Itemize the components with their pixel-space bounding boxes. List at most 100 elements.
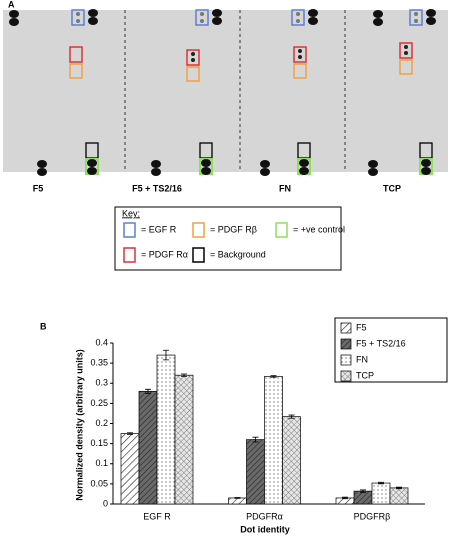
key-label: = EGF R [141, 224, 177, 234]
dot [414, 12, 418, 16]
bar [228, 497, 247, 505]
dot [76, 12, 80, 16]
dot [426, 9, 436, 17]
key-swatch [123, 222, 136, 238]
bar [282, 416, 301, 505]
lane-label: F5 [33, 183, 44, 193]
bar [120, 433, 140, 505]
dot [88, 17, 98, 25]
y-tick-label: 0.05 [90, 478, 108, 488]
y-tick-label: 0.3 [95, 378, 108, 388]
y-tick-label: 0.4 [95, 337, 108, 347]
key-box-pdgfrb [186, 66, 200, 82]
bar [156, 354, 176, 505]
dot [308, 9, 318, 17]
key-swatch [123, 247, 136, 263]
key-box-pdgfra [186, 49, 200, 66]
panel-label: B [40, 321, 47, 331]
dot [76, 19, 80, 23]
dot [191, 58, 195, 62]
bar [264, 376, 283, 505]
dot [368, 168, 378, 176]
lane-label: TCP [383, 183, 401, 193]
dot [260, 168, 270, 176]
dot [200, 12, 204, 16]
legend-label: TCP [356, 370, 374, 380]
dot [9, 18, 19, 26]
x-tick-label: PDGFRα [246, 511, 283, 521]
dot [260, 160, 270, 168]
key-swatch [275, 222, 288, 238]
legend-swatch [340, 338, 352, 350]
bar [246, 439, 265, 505]
x-axis-label: Dot identity [240, 524, 290, 534]
dot [404, 51, 408, 55]
bar [138, 390, 158, 505]
dot [151, 160, 161, 168]
lane-label: FN [279, 183, 291, 193]
dot [299, 159, 309, 167]
legend-label: F5 + TS2/16 [356, 338, 406, 348]
key-box-egfr [195, 9, 209, 26]
error-bar [127, 432, 133, 435]
dot [151, 168, 161, 176]
dot [87, 167, 97, 175]
error-bar [360, 489, 366, 493]
key-box [114, 206, 342, 271]
dot [308, 17, 318, 25]
dot [296, 12, 300, 16]
key-title: Key: [122, 208, 140, 218]
y-tick-label: 0.2 [95, 418, 108, 428]
error-bar [342, 496, 348, 500]
dot [404, 45, 408, 49]
bar [174, 374, 194, 505]
key-swatch [192, 247, 205, 263]
dot [212, 9, 222, 17]
x-tick-label: EGF R [143, 511, 171, 521]
error-bar [378, 481, 384, 485]
error-bar [270, 375, 277, 378]
dot [88, 9, 98, 17]
y-tick-label: 0.1 [95, 458, 108, 468]
key-box-pdgfra [293, 46, 307, 63]
error-bar [252, 436, 259, 443]
key-box-pdgfra [399, 42, 413, 59]
dot [37, 160, 47, 168]
bar [371, 482, 391, 505]
dot [9, 10, 19, 18]
y-tick-label: 0.15 [90, 438, 108, 448]
dot [298, 55, 302, 59]
dot [426, 17, 436, 25]
dot [87, 159, 97, 167]
dot [191, 52, 195, 56]
dot [201, 159, 211, 167]
key-box-pdgfrb [293, 63, 307, 79]
dot [212, 17, 222, 25]
error-bar [145, 388, 151, 394]
blot-dots [9, 9, 436, 176]
dot [368, 160, 378, 168]
y-tick-label: 0.35 [90, 358, 108, 368]
dot [373, 18, 383, 26]
legend-swatch [340, 322, 352, 334]
bar [353, 490, 373, 505]
dot [200, 19, 204, 23]
key-box-pdgfrb [399, 59, 413, 75]
key-swatch [192, 222, 205, 238]
error-bar [234, 497, 241, 499]
legend-label: F5 [356, 322, 367, 332]
error-bar [288, 414, 295, 419]
error-bar [163, 349, 169, 361]
y-tick-label: 0.25 [90, 398, 108, 408]
y-tick-label: 0 [103, 498, 108, 508]
key-label: = Background [210, 249, 266, 259]
dot [421, 167, 431, 175]
key-box-pdgfrb [69, 63, 83, 79]
dot [414, 19, 418, 23]
panel-label: A [8, 0, 15, 9]
y-axis-label: Normalized density (arbitrary units) [74, 349, 84, 501]
key-box-pdgfra [69, 46, 83, 63]
key-box-egfr [71, 9, 85, 26]
key-box-egfr [409, 9, 423, 26]
